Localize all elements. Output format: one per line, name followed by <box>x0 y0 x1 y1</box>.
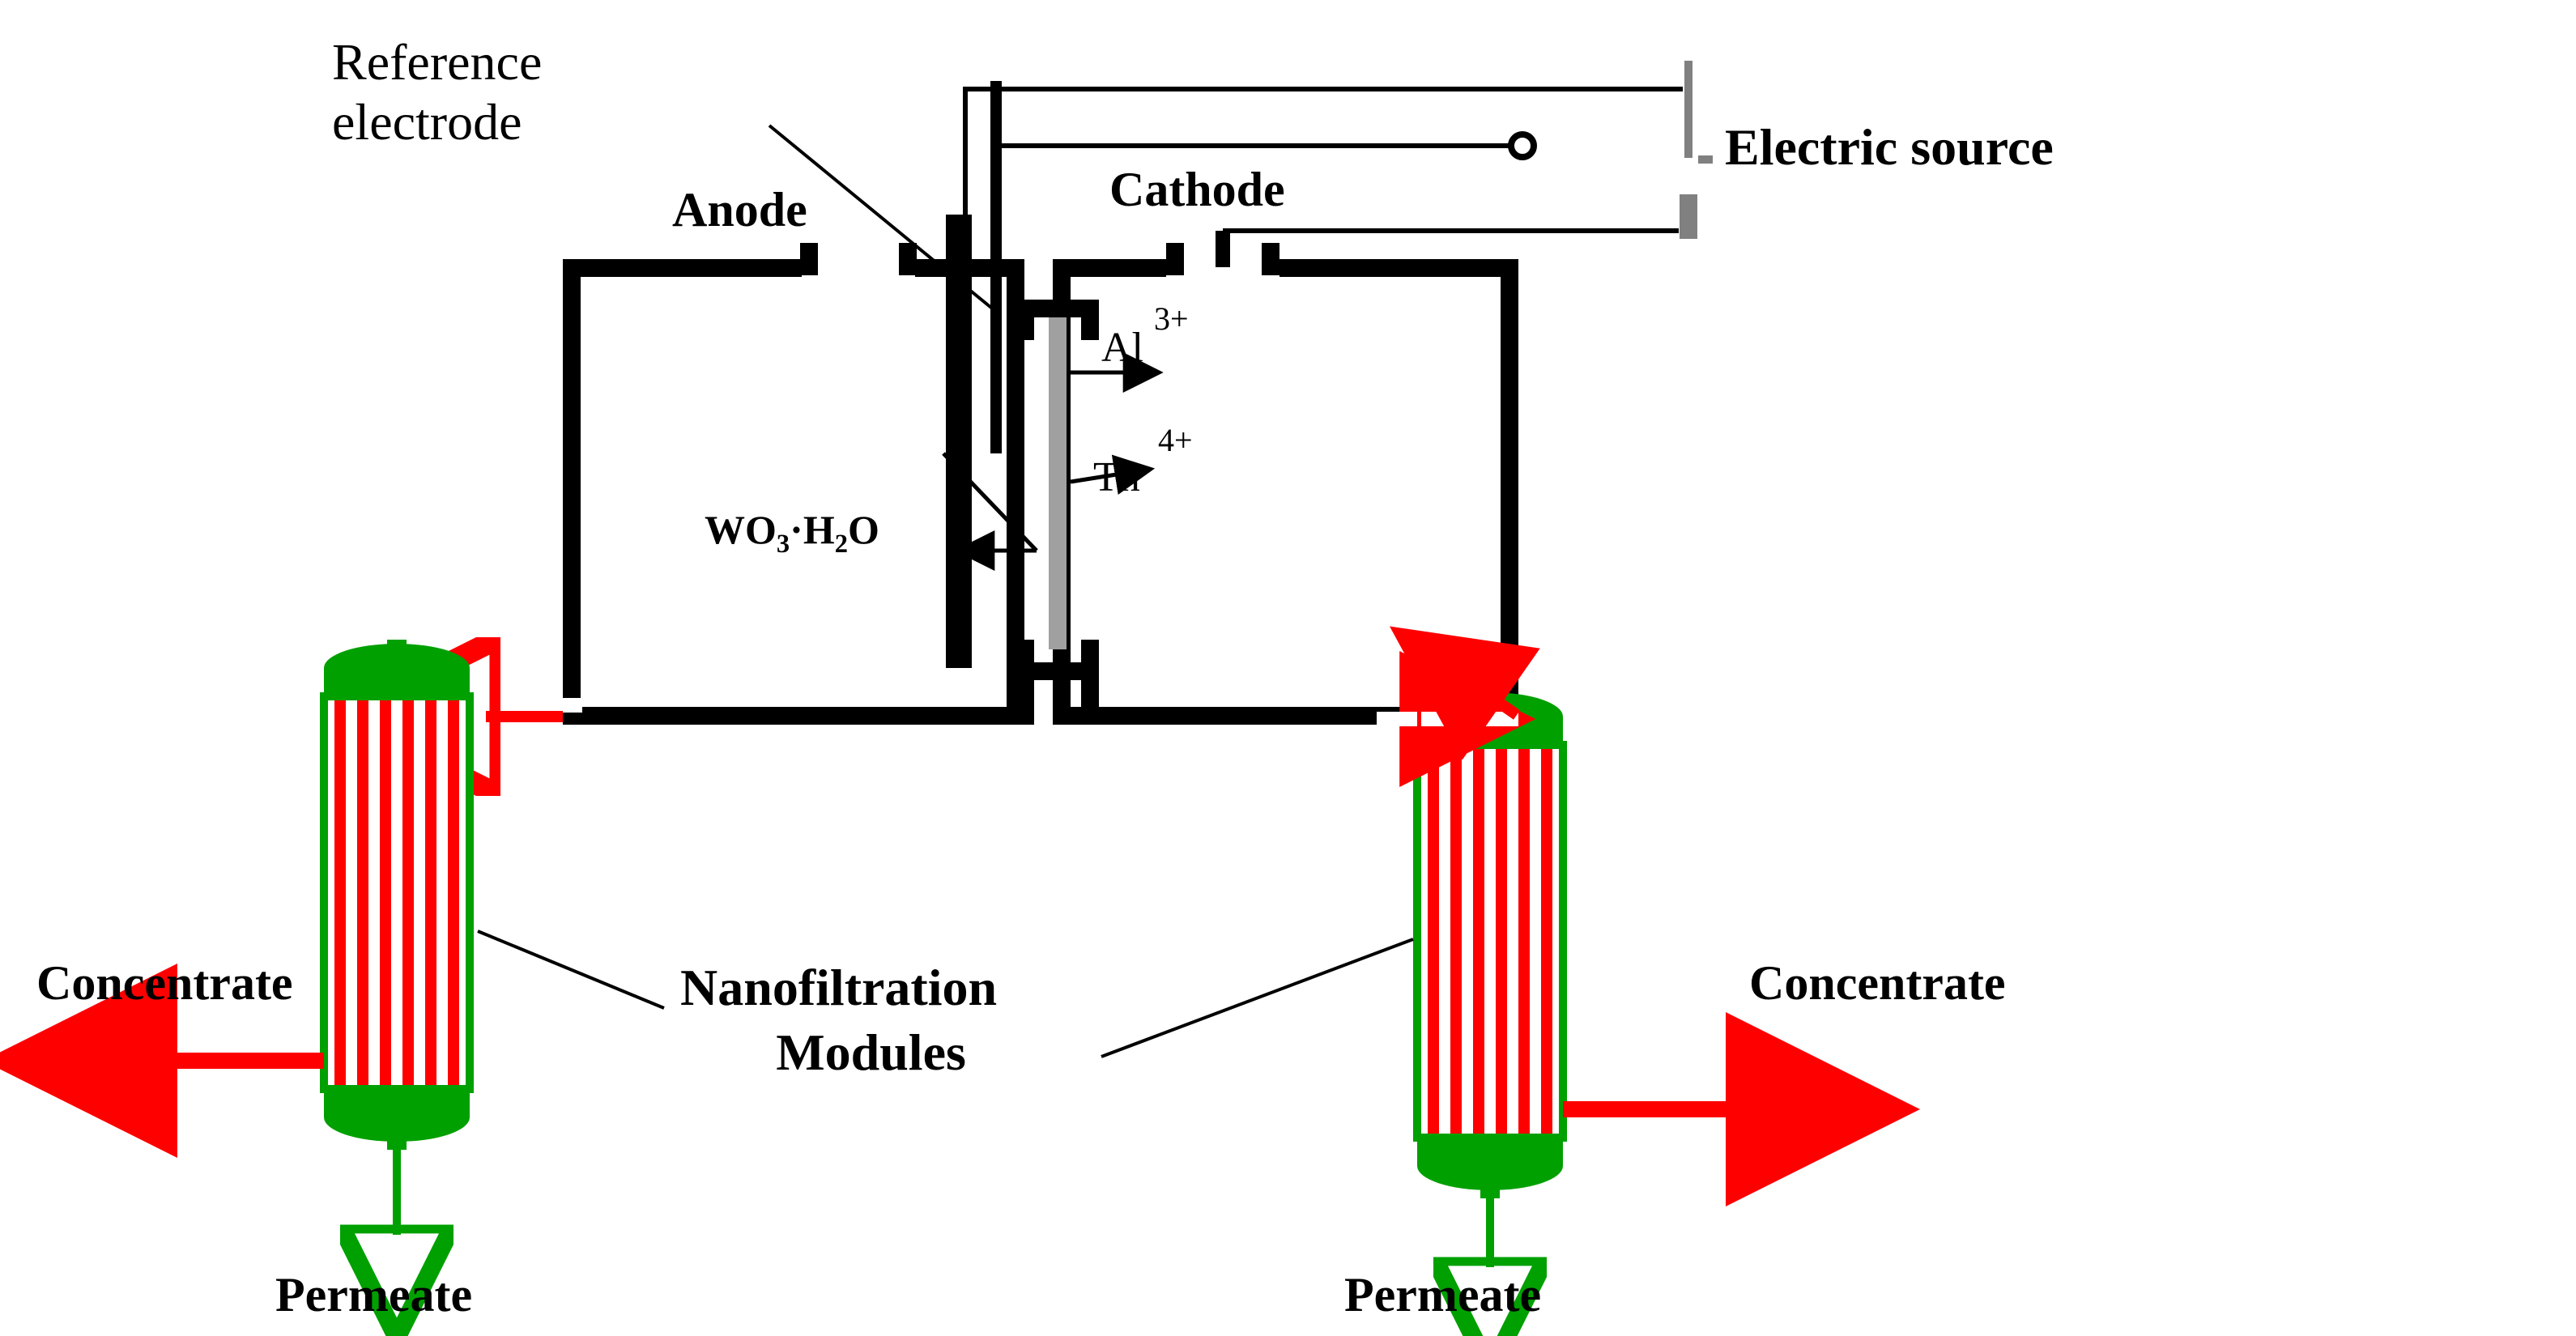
label-concentrate-right: Concentrate <box>1749 955 2006 1011</box>
label-al-ion-base: Al <box>1101 325 1143 371</box>
label-reference-electrode: Reference electrode <box>332 32 542 151</box>
label-permeate-left: Permeate <box>275 1267 472 1323</box>
label-nanofiltration-line1: Nanofiltration <box>680 959 997 1016</box>
label-reference-electrode-line1: Reference <box>332 33 542 91</box>
label-al-ion: Al <box>1101 324 1143 372</box>
wiring <box>965 61 1713 453</box>
ref-electrode-terminal <box>1511 134 1534 157</box>
leader-nf-right <box>1101 939 1413 1057</box>
label-electric-source: Electric source <box>1725 117 2054 177</box>
nf-module-left <box>324 640 470 1150</box>
nf-module-right <box>1417 688 1563 1198</box>
label-th-ion-base: Th <box>1093 454 1140 500</box>
electrochemical-cell <box>561 215 1520 725</box>
label-nanofiltration-modules: Nanofiltration Modules <box>680 955 997 1085</box>
label-reference-electrode-line2: electrode <box>332 93 522 151</box>
label-concentrate-left: Concentrate <box>36 955 293 1011</box>
diagram-svg <box>0 0 2576 1336</box>
label-th-ion: Th <box>1093 453 1140 501</box>
label-anode: Anode <box>672 182 807 238</box>
label-th-ion-sup: 4+ <box>1158 421 1193 459</box>
label-permeate-right: Permeate <box>1344 1267 1541 1323</box>
label-wo3: WO3·H2O <box>705 506 879 560</box>
label-nanofiltration-line2: Modules <box>776 1023 966 1081</box>
label-cathode: Cathode <box>1109 162 1285 218</box>
leader-nf-left <box>478 931 664 1008</box>
permeate-arrows <box>397 1146 1490 1267</box>
cathode-drop <box>1216 231 1230 267</box>
electric-source-symbol <box>1668 61 1713 239</box>
label-al-ion-sup: 3+ <box>1154 300 1189 338</box>
diagram-stage: Reference electrode Electric source Anod… <box>0 0 2576 1336</box>
anode-wire <box>965 89 1668 215</box>
